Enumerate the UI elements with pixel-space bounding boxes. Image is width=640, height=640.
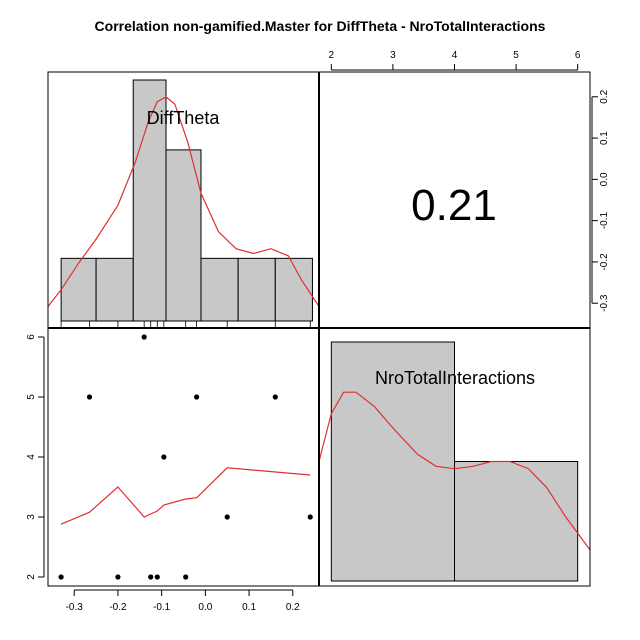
axes: -0.3 -0.2 -0.1 0.0 0.1 0.2 2 3 4 5 6 -0.3 -0.2 -0.1 0.… [26,50,610,613]
x-tick-label-top-3: 5 [513,50,519,61]
x-tick-label-top-2: 4 [452,50,458,61]
smooth-line [60,467,311,525]
scatter-point-9 [224,514,230,520]
hist-bar-nrototal-0 [330,341,455,582]
y-tick-label-left-4: 6 [26,334,37,340]
x-tick-label-top-4: 6 [575,50,581,61]
hist-bar-difftheta-4 [200,257,239,322]
variable-label-difftheta: DiffTheta [147,108,221,128]
panel-correlation: 0.21 [411,181,497,230]
y-tick-label-right-5: 0.2 [599,89,610,103]
scatter-point-8 [194,394,200,400]
y-tick-label-right-3: 0.0 [599,172,610,186]
y-tick-label-right-1: -0.2 [599,253,610,271]
hist-bar-difftheta-1 [95,257,134,322]
scatter-point-2 [115,574,121,580]
panel-histogram-difftheta: DiffTheta [47,79,320,327]
scatter-point-7 [183,574,189,580]
scatter-point-3 [141,334,147,340]
density-curve-difftheta [47,96,320,307]
x-tick-label-bottom-5: 0.2 [286,602,300,613]
hist-bar-difftheta-5 [237,257,276,322]
panel-scatter [58,334,313,580]
x-tick-label-bottom-3: 0.0 [198,602,212,613]
y-tick-label-right-2: -0.1 [599,212,610,230]
x-tick-label-bottom-2: -0.1 [153,602,171,613]
y-tick-label-right-4: 0.1 [599,131,610,145]
hist-bar-nrototal-1 [454,461,579,582]
hist-bar-difftheta-6 [274,257,313,322]
x-tick-label-bottom-1: -0.2 [109,602,127,613]
x-tick-label-bottom-4: 0.1 [242,602,256,613]
y-tick-label-left-2: 4 [26,454,37,460]
hist-bar-difftheta-0 [60,257,97,322]
panel-histogram-nrototal: NroTotalInteractions [318,341,591,582]
y-tick-label-left-1: 3 [26,514,37,520]
panel-frame-bl [47,327,320,587]
scatter-point-6 [161,454,167,460]
y-tick-label-right-0: -0.3 [599,294,610,312]
y-tick-label-left-3: 5 [26,394,37,400]
x-tick-label-top-1: 3 [390,50,396,61]
scatter-point-0 [58,574,64,580]
scatter-point-1 [86,394,93,400]
variable-label-nrototal: NroTotalInteractions [375,368,535,388]
density-curve-nrototal [318,391,591,551]
y-tick-label-left-0: 2 [26,574,37,580]
scatter-point-11 [307,514,313,520]
correlation-value: 0.21 [411,181,497,230]
panel-frames [47,71,591,587]
hist-bar-difftheta-3 [165,149,202,322]
scatter-point-5 [154,574,160,580]
scatter-point-4 [148,574,154,580]
x-tick-label-bottom-0: -0.3 [66,602,84,613]
x-tick-label-top-0: 2 [329,50,335,61]
chart-title: Correlation non-gamified.Master for Diff… [94,18,546,34]
scatter-point-10 [272,394,278,400]
